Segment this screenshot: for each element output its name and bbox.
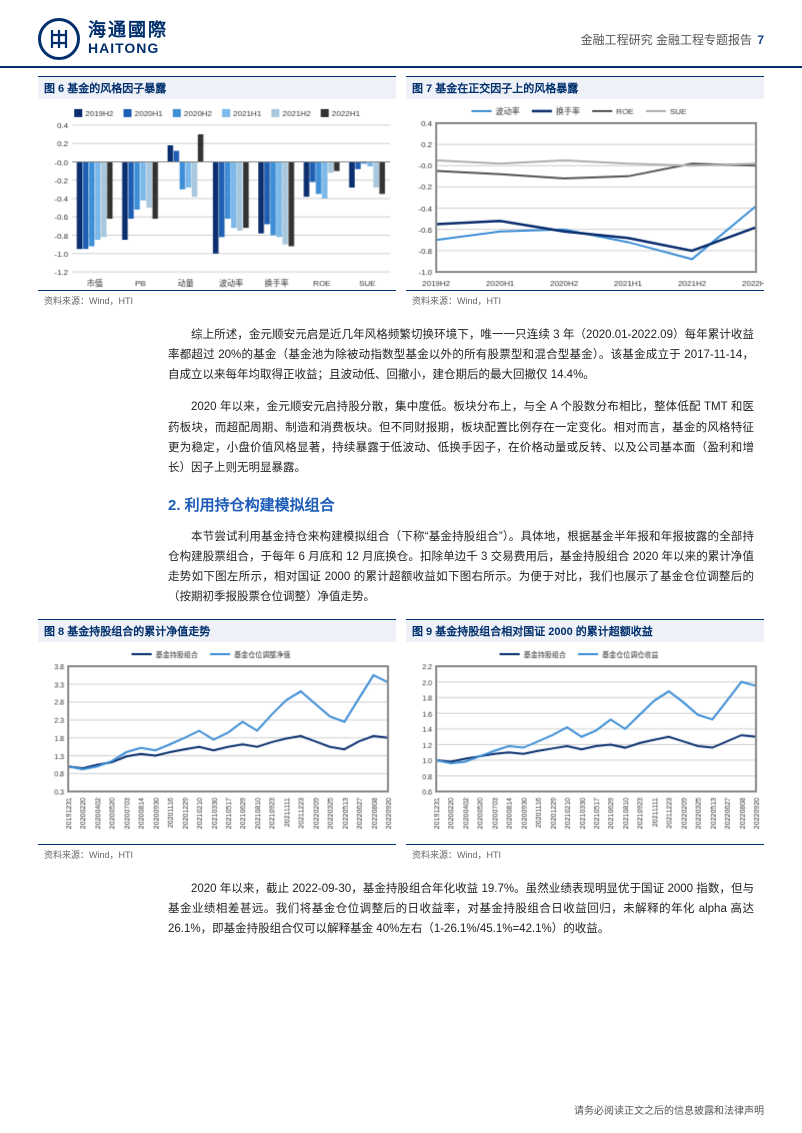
breadcrumb-text: 金融工程研究 金融工程专题报告 — [581, 33, 752, 47]
logo-text: 海通國際 HAITONG — [88, 21, 168, 56]
page-number: 7 — [757, 33, 764, 47]
chart-8-source: 资料来源：Wind，HTI — [38, 844, 396, 867]
chart-6-title: 图 6 基金的风格因子暴露 — [38, 77, 396, 99]
page-footer: 请务必阅读正文之后的信息披露和法律声明 — [574, 1102, 764, 1117]
logo: 海通國際 HAITONG — [38, 18, 168, 60]
chart-7-title: 图 7 基金在正交因子上的风格暴露 — [406, 77, 764, 99]
chart-row-2: 图 8 基金持股组合的累计净值走势 资料来源：Wind，HTI 图 9 基金持股… — [38, 619, 764, 866]
chart-8-canvas — [38, 642, 396, 843]
logo-cn: 海通國際 — [88, 21, 168, 41]
paragraph-4: 2020 年以来，截止 2022-09-30，基金持股组合年化收益 19.7%。… — [38, 879, 764, 939]
chart-6-canvas — [38, 99, 396, 290]
page-content: 图 6 基金的风格因子暴露 资料来源：Wind，HTI 图 7 基金在正交因子上… — [0, 68, 802, 939]
chart-8-box: 图 8 基金持股组合的累计净值走势 资料来源：Wind，HTI — [38, 619, 396, 866]
logo-icon — [38, 18, 80, 60]
chart-9-box: 图 9 基金持股组合相对国证 2000 的累计超额收益 资料来源：Wind，HT… — [406, 619, 764, 866]
page-header: 海通國際 HAITONG 金融工程研究 金融工程专题报告 7 — [0, 0, 802, 68]
chart-7-canvas — [406, 99, 764, 290]
paragraph-3: 本节尝试利用基金持仓来构建模拟组合（下称“基金持股组合”）。具体地，根据基金半年… — [38, 527, 764, 608]
chart-7-box: 图 7 基金在正交因子上的风格暴露 资料来源：Wind，HTI — [406, 76, 764, 313]
chart-9-title: 图 9 基金持股组合相对国证 2000 的累计超额收益 — [406, 620, 764, 642]
paragraph-2: 2020 年以来，金元顺安元启持股分散，集中度低。板块分布上，与全 A 个股数分… — [38, 397, 764, 478]
section-2-heading: 2. 利用持仓构建模拟组合 — [38, 494, 764, 515]
chart-8-title: 图 8 基金持股组合的累计净值走势 — [38, 620, 396, 642]
header-breadcrumb: 金融工程研究 金融工程专题报告 7 — [581, 31, 764, 48]
chart-6-source: 资料来源：Wind，HTI — [38, 290, 396, 313]
chart-6-box: 图 6 基金的风格因子暴露 资料来源：Wind，HTI — [38, 76, 396, 313]
chart-7-source: 资料来源：Wind，HTI — [406, 290, 764, 313]
logo-en: HAITONG — [88, 41, 168, 56]
chart-row-1: 图 6 基金的风格因子暴露 资料来源：Wind，HTI 图 7 基金在正交因子上… — [38, 76, 764, 313]
paragraph-1: 综上所述，金元顺安元启是近几年风格频繁切换环境下，唯一一只连续 3 年（2020… — [38, 325, 764, 385]
chart-9-source: 资料来源：Wind，HTI — [406, 844, 764, 867]
chart-9-canvas — [406, 642, 764, 843]
